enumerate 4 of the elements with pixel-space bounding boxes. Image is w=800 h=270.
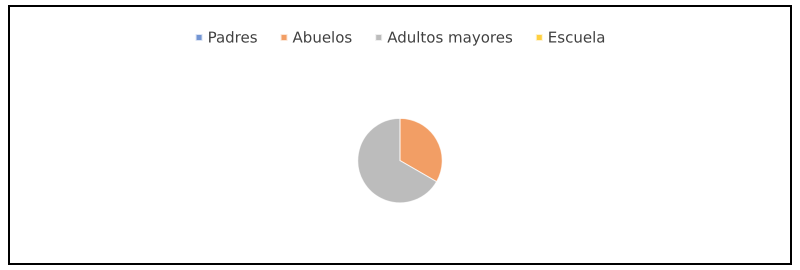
legend-label: Abuelos — [292, 28, 352, 46]
legend-label: Adultos mayores — [387, 28, 513, 46]
legend-label: Escuela — [548, 28, 606, 46]
legend-label: Padres — [208, 28, 258, 46]
